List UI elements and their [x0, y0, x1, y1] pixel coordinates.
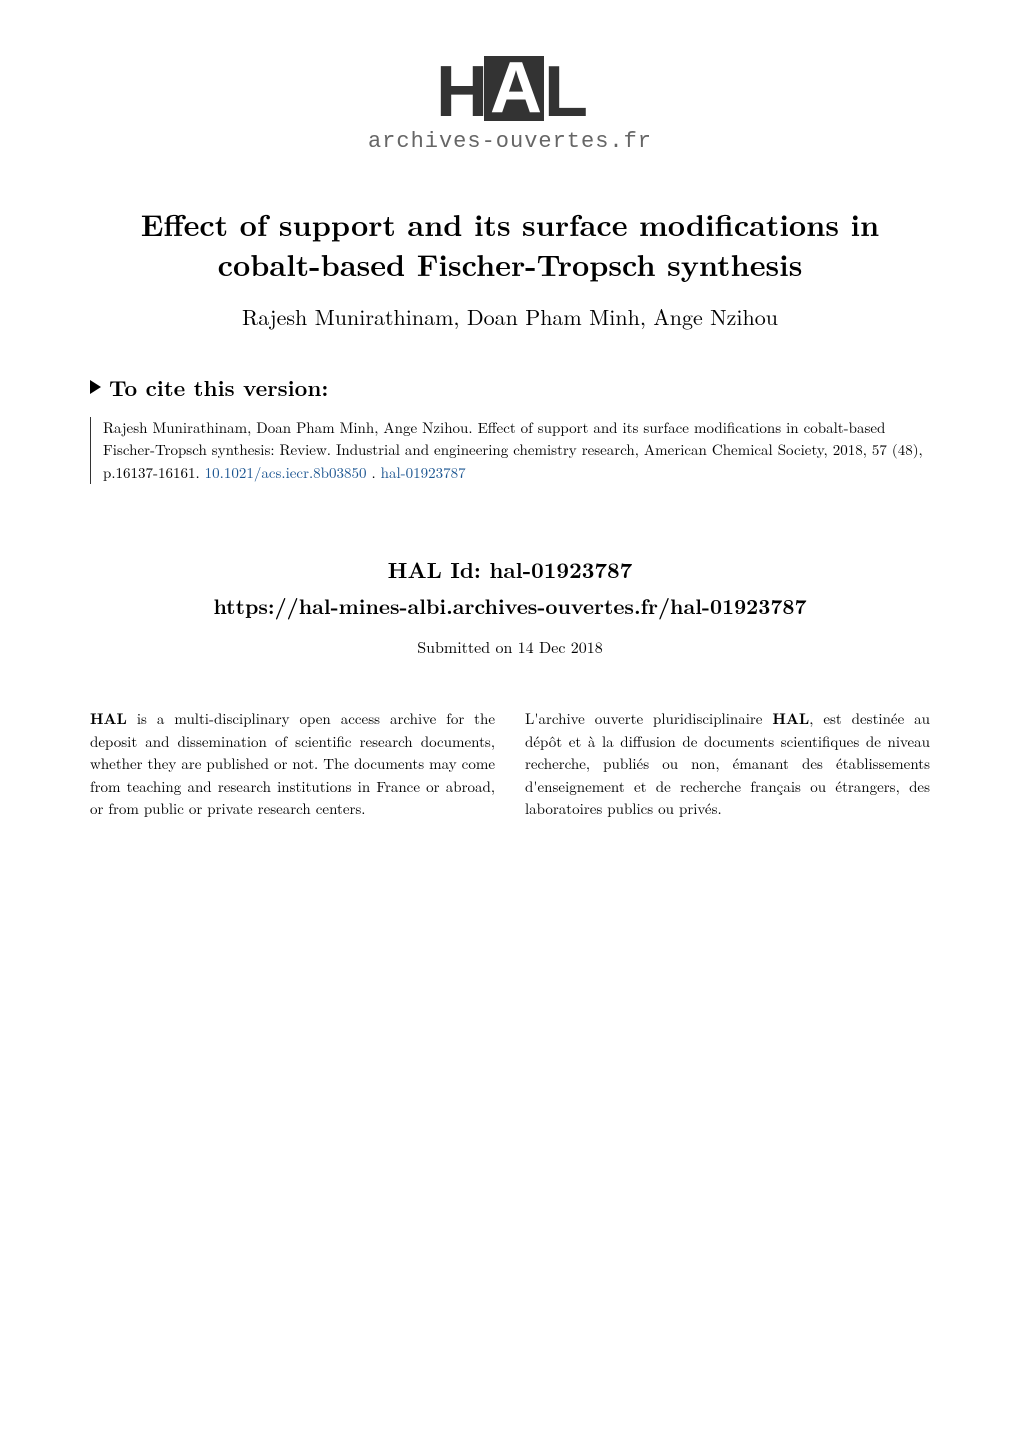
authors: Rajesh Munirathinam, Doan Pham Minh, Ang… [90, 301, 930, 332]
triangle-icon [90, 380, 101, 394]
cite-section: To cite this version: Rajesh Munirathina… [0, 372, 1020, 485]
description-right: L'archive ouverte pluridisciplinaire HAL… [525, 708, 930, 821]
desc-left-bold: HAL [90, 708, 127, 729]
halid-label: HAL Id: hal-01923787 [0, 554, 1020, 585]
desc-right-pre: L'archive ouverte pluridisciplinaire [525, 708, 772, 729]
cite-header-text: To cite this version: [109, 372, 328, 403]
desc-right-bold: HAL [772, 708, 809, 729]
paper-title: Effect of support and its surface modifi… [90, 204, 930, 285]
hal-logo: HAL archives-ouvertes.fr [368, 60, 652, 154]
description-section: HAL is a multi-disciplinary open access … [0, 708, 1020, 821]
logo-subtitle: archives-ouvertes.fr [368, 129, 652, 154]
cite-sep: . [371, 462, 380, 483]
description-left: HAL is a multi-disciplinary open access … [90, 708, 495, 821]
halid-url[interactable]: https://hal-mines-albi.archives-ouvertes… [0, 591, 1020, 621]
cite-body: Rajesh Munirathinam, Doan Pham Minh, Ang… [90, 417, 930, 485]
cite-doi[interactable]: 10.1021/acs.iecr.8b03850 [205, 462, 367, 483]
submitted-date: Submitted on 14 Dec 2018 [0, 635, 1020, 658]
logo-section: HAL archives-ouvertes.fr [0, 0, 1020, 204]
title-section: Effect of support and its surface modifi… [0, 204, 1020, 332]
cite-halref[interactable]: hal-01923787 [381, 462, 466, 483]
desc-left-rest: is a multi-disciplinary open access arch… [90, 708, 495, 819]
cite-header: To cite this version: [90, 372, 930, 403]
logo-text: HAL [368, 60, 652, 125]
halid-section: HAL Id: hal-01923787 https://hal-mines-a… [0, 554, 1020, 658]
